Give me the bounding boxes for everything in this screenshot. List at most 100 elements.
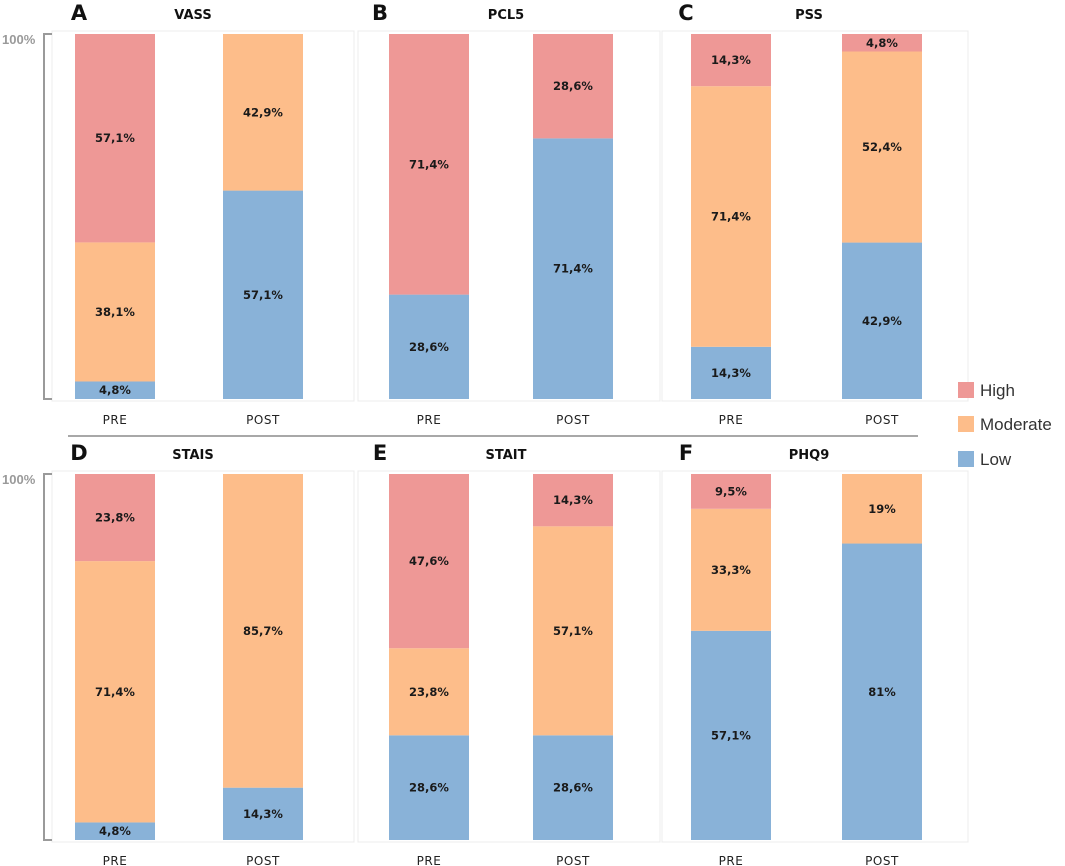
data-label: 47,6%: [409, 554, 449, 568]
data-label: 23,8%: [409, 685, 449, 699]
data-label: 28,6%: [409, 781, 449, 795]
legend-item-moderate: Moderate: [958, 415, 1052, 434]
legend-swatch: [958, 416, 974, 432]
panel-d-stais: D STAIS 4,8% 71,4% 23,8% PRE 14,3% 85,7% POST 100…: [2, 441, 355, 866]
bar-segment-low-post: [533, 735, 613, 840]
category-label-pre: PRE: [417, 854, 442, 866]
category-label-pre: PRE: [417, 413, 442, 427]
bar-segment-low-pre: [75, 822, 155, 840]
data-label: 14,3%: [553, 493, 593, 507]
panel-frame: [661, 470, 969, 843]
data-label: 85,7%: [243, 624, 283, 638]
category-label-post: POST: [865, 413, 899, 427]
category-label-post: POST: [556, 854, 590, 866]
panel-letter: B: [372, 1, 388, 25]
bar-segment-moderate-pre: [75, 242, 155, 382]
y-axis-label: 100%: [2, 32, 36, 47]
data-label: 4,8%: [866, 36, 898, 50]
panel-letter: D: [70, 441, 87, 465]
panel-title: VASS: [174, 8, 211, 23]
data-label: 57,1%: [243, 288, 283, 302]
data-label: 14,3%: [243, 807, 283, 821]
legend-item-low: Low: [958, 450, 1012, 469]
panel-title: PHQ9: [789, 448, 830, 463]
panel-b-pcl5: B PCL5 28,6% 71,4% PRE 71,4% 28,6% POST: [357, 1, 661, 427]
data-label: 38,1%: [95, 305, 135, 319]
category-label-pre: PRE: [719, 413, 744, 427]
data-label: 71,4%: [95, 685, 135, 699]
bar-segment-moderate-pre: [691, 508, 771, 631]
legend-label: High: [980, 381, 1015, 400]
legend-label: Low: [980, 450, 1012, 469]
data-label: 57,1%: [711, 728, 751, 742]
bar-segment-moderate-pre: [389, 648, 469, 736]
bar-segment-high-post: [533, 474, 613, 527]
data-label: 33,3%: [711, 563, 751, 577]
data-label: 71,4%: [553, 262, 593, 276]
data-label: 19%: [868, 502, 896, 516]
bar-segment-moderate-pre: [75, 561, 155, 823]
y-axis-label: 100%: [2, 472, 36, 487]
data-label: 57,1%: [95, 131, 135, 145]
bar-segment-high-post: [842, 34, 922, 52]
data-label: 71,4%: [409, 157, 449, 171]
panel-letter: A: [71, 1, 88, 25]
bar-segment-moderate-post: [842, 51, 922, 243]
category-label-pre: PRE: [103, 854, 128, 866]
data-label: 71,4%: [711, 210, 751, 224]
legend: High Moderate Low: [958, 381, 1052, 469]
bar-segment-low-post: [533, 138, 613, 399]
data-label: 28,6%: [553, 781, 593, 795]
bar-segment-high-post: [533, 34, 613, 139]
panels-layer: A VASS 4,8% 38,1% 57,1% PRE 57,1% 42,9% POST 100%…: [2, 1, 969, 866]
data-label: 57,1%: [553, 624, 593, 638]
data-label: 28,6%: [553, 79, 593, 93]
panel-frame: [51, 30, 355, 402]
panel-frame: [357, 470, 661, 843]
bar-segment-moderate-post: [533, 526, 613, 736]
bar-segment-high-pre: [389, 474, 469, 649]
data-label: 9,5%: [715, 484, 747, 498]
category-label-post: POST: [246, 854, 280, 866]
bar-segment-moderate-post: [223, 34, 303, 191]
bar-segment-high-pre: [389, 34, 469, 295]
bar-segment-high-pre: [691, 474, 771, 509]
bar-segment-moderate-post: [223, 474, 303, 788]
bar-segment-low-pre: [691, 630, 771, 840]
category-label-pre: PRE: [719, 854, 744, 866]
panel-frame: [357, 30, 661, 402]
bar-segment-high-pre: [691, 34, 771, 87]
data-label: 81%: [868, 685, 896, 699]
data-label: 14,3%: [711, 366, 751, 380]
category-label-post: POST: [556, 413, 590, 427]
y-axis-bracket: [43, 33, 52, 400]
panel-title: STAIT: [486, 448, 527, 463]
panel-e-stait: E STAIT 28,6% 23,8% 47,6% PRE 28,6% 57,1% 14,3% P…: [357, 441, 661, 866]
bar-segment-moderate-pre: [691, 86, 771, 347]
panel-letter: C: [678, 1, 693, 25]
panel-frame: [51, 470, 355, 843]
bar-segment-low-pre: [691, 346, 771, 399]
panel-frame: [661, 30, 969, 402]
panel-c-pss: C PSS 14,3% 71,4% 14,3% PRE 42,9% 52,4% 4,8% POST: [661, 1, 969, 427]
legend-swatch: [958, 382, 974, 398]
bar-segment-moderate-post: [842, 474, 922, 544]
data-label: 52,4%: [862, 140, 902, 154]
data-label: 4,8%: [99, 383, 131, 397]
data-label: 23,8%: [95, 511, 135, 525]
data-label: 42,9%: [243, 105, 283, 119]
legend-label: Moderate: [980, 415, 1052, 434]
panel-title: PSS: [795, 8, 823, 23]
panel-f-phq9: F PHQ9 57,1% 33,3% 9,5% PRE 81% 19% POST: [661, 441, 969, 866]
data-label: 28,6%: [409, 340, 449, 354]
legend-item-high: High: [958, 381, 1015, 400]
category-label-post: POST: [865, 854, 899, 866]
panel-letter: F: [679, 441, 693, 465]
bar-segment-high-pre: [75, 474, 155, 562]
panel-a-vass: A VASS 4,8% 38,1% 57,1% PRE 57,1% 42,9% POST 100%: [2, 1, 355, 427]
panel-title: PCL5: [488, 8, 524, 23]
data-label: 4,8%: [99, 824, 131, 838]
bar-segment-high-pre: [75, 34, 155, 243]
bar-segment-low-post: [223, 787, 303, 840]
